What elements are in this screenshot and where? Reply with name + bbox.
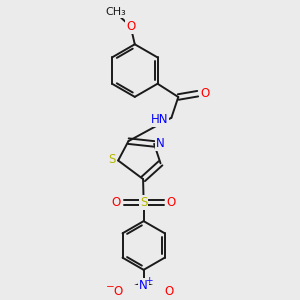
- Text: S: S: [108, 153, 116, 166]
- Text: O: O: [165, 286, 174, 298]
- Text: N: N: [139, 279, 148, 292]
- Text: O: O: [111, 196, 121, 209]
- Text: −: −: [106, 282, 115, 292]
- Text: N: N: [156, 137, 165, 150]
- Text: O: O: [113, 286, 122, 298]
- Text: O: O: [126, 20, 135, 33]
- Text: CH₃: CH₃: [105, 8, 126, 17]
- Text: HN: HN: [151, 113, 168, 126]
- Text: S: S: [140, 196, 147, 209]
- Text: O: O: [167, 196, 176, 209]
- Text: +: +: [145, 276, 152, 285]
- Text: O: O: [201, 87, 210, 100]
